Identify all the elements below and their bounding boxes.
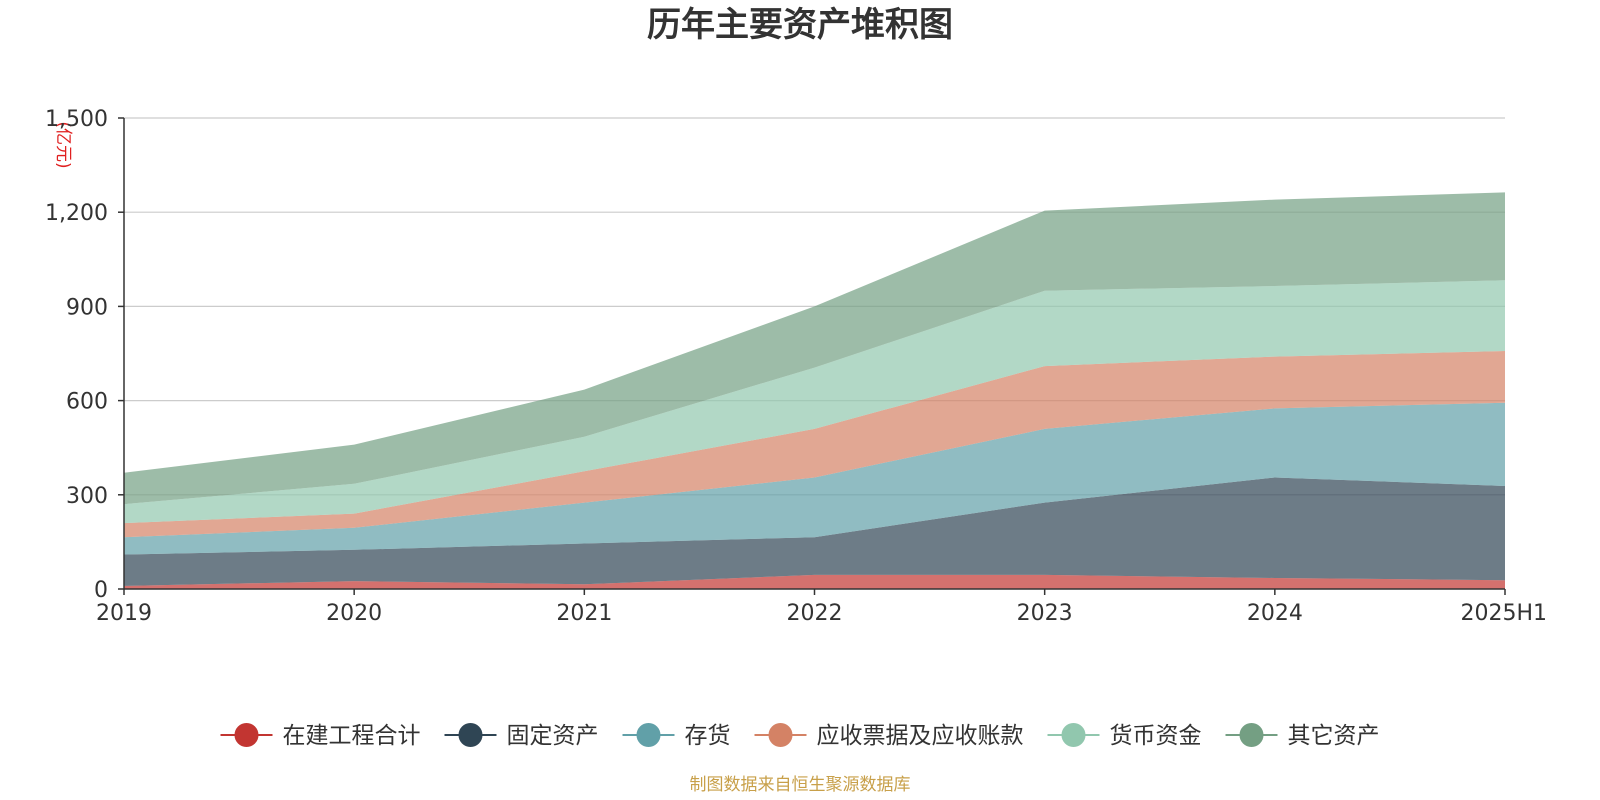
data-source-note: 制图数据来自恒生聚源数据库 (690, 775, 911, 795)
y-axis-unit: (亿元) (53, 121, 73, 168)
y-tick-label: 300 (66, 484, 108, 509)
legend-label: 存货 (685, 723, 731, 749)
x-tick-label: 2020 (326, 601, 382, 626)
area-series (124, 574, 1505, 589)
legend-label: 固定资产 (507, 723, 599, 749)
legend-label: 在建工程合计 (283, 723, 421, 749)
y-axis-ticks: 0 300 600 900 1,200 1,500 (45, 107, 124, 603)
legend-marker (1061, 723, 1086, 747)
y-tick-label: 900 (66, 295, 108, 320)
legend-label: 货币资金 (1110, 723, 1202, 749)
legend-item[interactable]: 货币资金 (1047, 723, 1202, 749)
area-series (124, 280, 1505, 524)
x-tick-label: 2025H1 (1460, 601, 1547, 626)
legend-marker (636, 723, 661, 747)
chart-title: 历年主要资产堆积图 (647, 5, 953, 45)
legend: 在建工程合计 固定资产 存货 应收票据及应收账款 货币资金 其它资产 (220, 723, 1380, 749)
x-tick-label: 2019 (96, 601, 152, 626)
area-series (124, 402, 1505, 555)
x-tick-label: 2022 (787, 601, 843, 626)
x-tick-label: 2024 (1247, 601, 1303, 626)
legend-label: 其它资产 (1288, 723, 1380, 749)
legend-marker (1239, 723, 1264, 747)
x-tick-label: 2021 (556, 601, 612, 626)
area-series (124, 192, 1505, 505)
y-tick-label: 1,500 (45, 107, 108, 132)
legend-label: 应收票据及应收账款 (817, 723, 1024, 749)
legend-item[interactable]: 固定资产 (444, 723, 599, 749)
legend-item[interactable]: 在建工程合计 (220, 723, 421, 749)
x-tick-label: 2023 (1017, 601, 1073, 626)
legend-marker (234, 723, 259, 747)
x-axis-ticks: 2019 2020 2021 2022 2023 2024 2025H1 (96, 589, 1547, 626)
legend-marker (458, 723, 483, 747)
area-series (124, 351, 1505, 538)
area-series (124, 192, 1505, 589)
y-tick-label: 1,200 (45, 201, 108, 226)
legend-item[interactable]: 存货 (622, 723, 731, 749)
y-tick-label: 600 (66, 390, 108, 415)
y-tick-label: 0 (94, 578, 108, 603)
legend-marker (768, 723, 793, 747)
area-series (124, 477, 1505, 586)
legend-item[interactable]: 应收票据及应收账款 (754, 723, 1024, 749)
legend-item[interactable]: 其它资产 (1225, 723, 1380, 749)
